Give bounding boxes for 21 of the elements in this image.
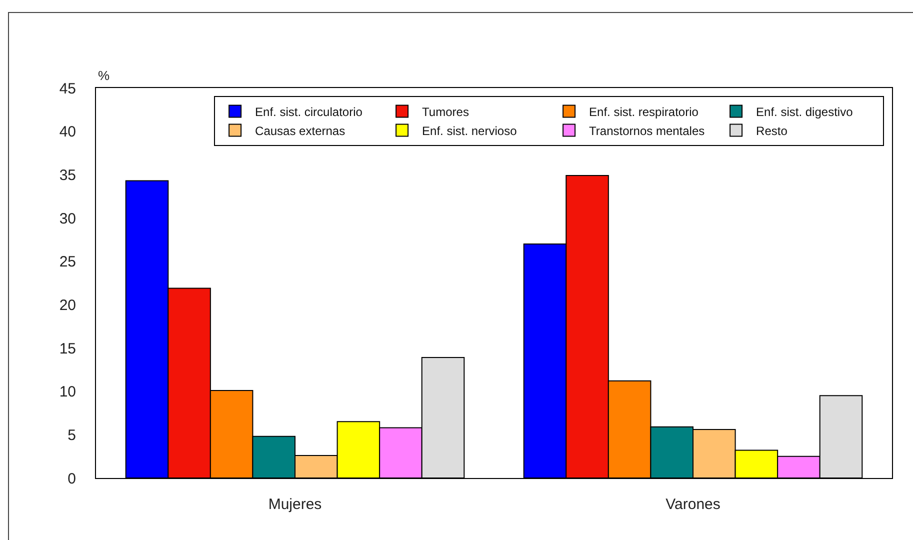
y-axis-title: % [98, 68, 110, 83]
y-tick-label: 25 [59, 254, 76, 271]
legend-label: Tumores [422, 104, 469, 119]
x-tick-label: Mujeres [268, 496, 322, 513]
y-tick-label: 5 [68, 426, 76, 444]
y-tick-label: 0 [68, 470, 76, 488]
y-tick-label: 10 [59, 384, 76, 401]
legend-label: Resto [756, 124, 788, 138]
y-tick-label: 40 [59, 124, 76, 141]
legend-label: Enf. sist. circulatorio [255, 104, 363, 119]
y-tick-label: 20 [59, 296, 76, 314]
legend-label: Enf. sist. nervioso [422, 124, 518, 138]
y-tick-label: 45 [59, 80, 76, 98]
legend-label: Causas externas [255, 124, 346, 138]
legend-label: Enf. sist. digestivo [756, 104, 854, 119]
y-tick-label: 35 [59, 166, 76, 184]
x-tick-label: Varones [666, 496, 720, 513]
y-tick-label: 15 [59, 340, 76, 358]
y-tick-label: 30 [59, 210, 76, 228]
legend-label: Enf. sist. respiratorio [589, 104, 699, 119]
legend-label: Transtornos mentales [589, 124, 705, 138]
